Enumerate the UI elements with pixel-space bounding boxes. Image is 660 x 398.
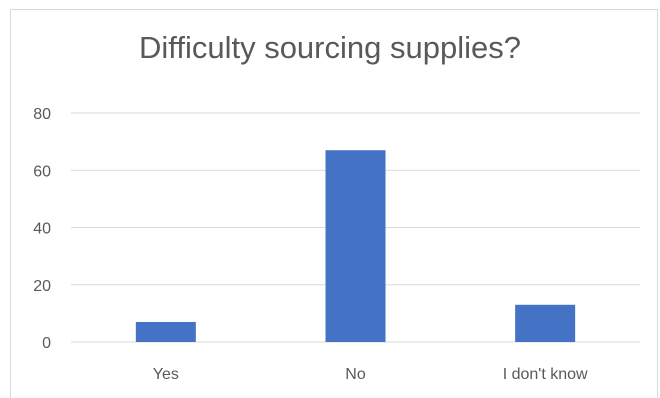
y-tick-label: 20 xyxy=(33,278,51,295)
bar xyxy=(135,321,196,342)
y-tick-label: 60 xyxy=(33,163,51,180)
y-tick-label: 40 xyxy=(33,221,51,238)
y-tick-label: 80 xyxy=(33,106,51,123)
x-category-label: I don't know xyxy=(503,366,588,383)
bar xyxy=(515,304,576,342)
bar xyxy=(325,150,386,342)
x-category-label: Yes xyxy=(153,366,179,383)
chart-title: Difficulty sourcing supplies? xyxy=(139,30,521,65)
x-category-label: No xyxy=(345,366,366,383)
y-tick-label: 0 xyxy=(42,335,51,352)
